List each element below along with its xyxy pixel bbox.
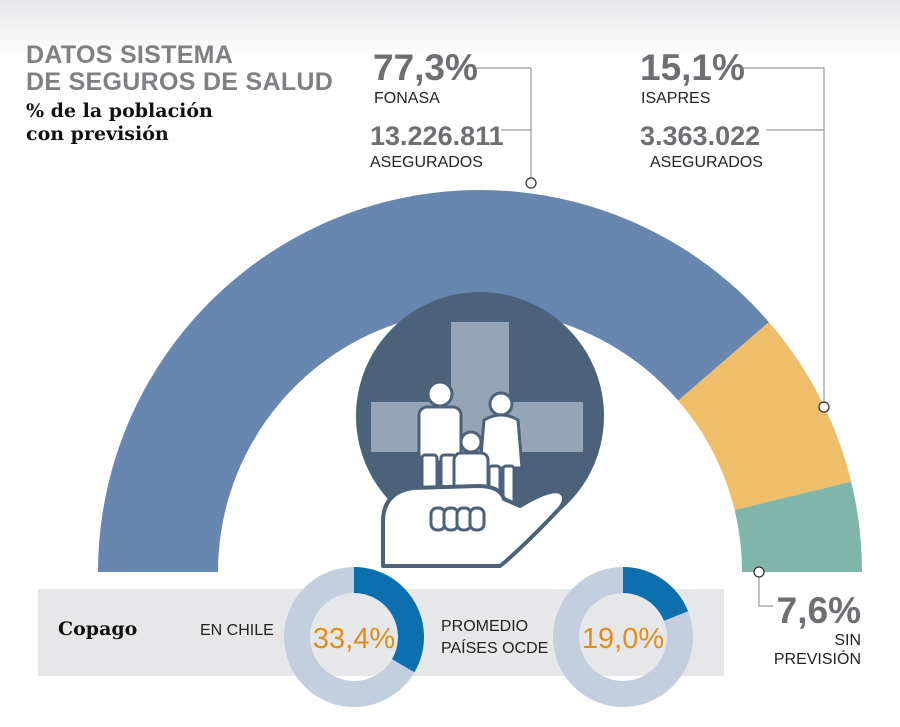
copago-chile-donut — [284, 567, 424, 707]
sin-prevision-name-line-2: PREVISIÓN — [774, 649, 861, 668]
fonasa-name-label: FONASA — [374, 90, 440, 107]
ocde-value-label: 19,0% — [582, 623, 664, 655]
sin-prevision-leader-dot — [753, 566, 765, 578]
isapres-insured-count: 3.363.022 — [640, 121, 760, 151]
isapres-name-label: ISAPRES — [641, 90, 710, 107]
copago-panel — [38, 589, 724, 676]
ocde-label-line-2: PAÍSES OCDE — [441, 638, 548, 657]
donut-value-segment — [354, 567, 424, 673]
isapres-leader-dot — [818, 401, 830, 413]
title-line-1: DATOS SISTEMA — [26, 41, 234, 69]
isapres-leader-line — [742, 67, 825, 407]
arc-segment-sin-previsi-n — [734, 481, 862, 572]
fonasa-leader-dot — [525, 177, 537, 189]
subtitle-line-1: % de la población — [26, 100, 213, 122]
chile-value-label: 33,4% — [313, 623, 395, 655]
arc-segment-isapres — [678, 322, 852, 511]
arc-segment-fonasa — [98, 189, 769, 572]
fonasa-insured-count: 13.226.811 — [370, 121, 504, 151]
ocde-label-line-1: PROMEDIO — [441, 618, 528, 635]
leader-dots — [525, 177, 830, 578]
fonasa-insured-label: ASEGURADOS — [370, 154, 483, 171]
fonasa-leader-line — [477, 67, 532, 183]
subtitle-line-2: con previsión — [26, 123, 169, 145]
isapres-percent-label: 15,1% — [640, 47, 745, 88]
chile-label: EN CHILE — [200, 622, 274, 639]
sin-prevision-leader-line — [758, 572, 773, 607]
copago-ocde-donut — [553, 567, 693, 707]
half-donut-chart — [98, 189, 862, 572]
page-title: DATOS SISTEMA DE SEGUROS DE SALUD — [26, 42, 333, 96]
copago-label: Copago — [58, 618, 137, 640]
donut-value-segment — [623, 567, 689, 621]
health-emblem — [356, 292, 604, 568]
sin-prevision-name-line-1: SIN — [834, 632, 861, 649]
open-hand-icon — [381, 484, 566, 568]
sin-prevision-percent-label: 7,6% — [777, 590, 861, 631]
leader-lines — [477, 67, 825, 607]
fonasa-percent-label: 77,3% — [373, 47, 478, 88]
page-subtitle: % de la población con previsión — [26, 100, 213, 146]
isapres-insured-label: ASEGURADOS — [650, 154, 763, 171]
title-line-2: DE SEGUROS DE SALUD — [26, 68, 334, 96]
